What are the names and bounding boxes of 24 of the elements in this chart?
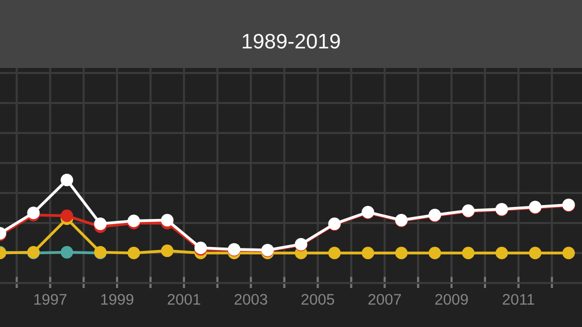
point [395,246,408,260]
point [428,246,442,260]
point [60,246,74,259]
x-tick-label: 1999 [101,294,134,305]
chart-title: 1989-2019 [242,34,340,49]
point [328,246,341,260]
x-tick-label: 2003 [234,294,268,305]
point [128,246,140,260]
point [160,244,174,258]
x-tick-label: 1997 [34,294,66,305]
x-tick-label: 2009 [435,294,468,305]
x-tick-label: 2005 [302,294,334,305]
point [495,246,508,260]
point [362,246,374,260]
x-tick-label: 2007 [368,294,401,305]
x-tick-label: 2011 [502,294,534,305]
point [528,246,542,260]
point [562,246,575,260]
x-tick-label: 2001 [168,294,200,305]
point [60,210,74,222]
point [462,246,475,260]
point [60,174,74,186]
point [160,214,174,226]
point [94,218,107,230]
